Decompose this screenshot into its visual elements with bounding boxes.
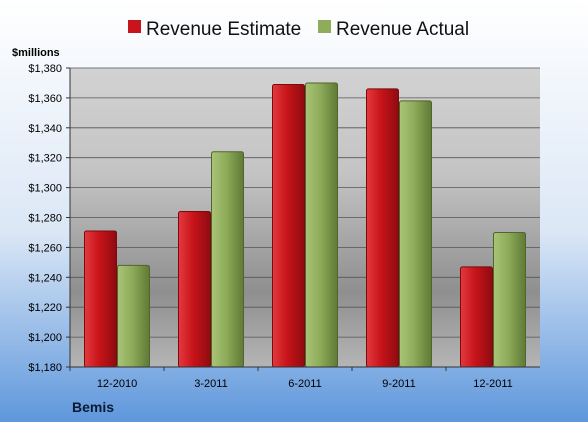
bar-revenue-actual-3-2011 (211, 151, 244, 368)
bar-revenue-actual-6-2011 (305, 82, 338, 368)
bar-revenue-estimate-12-2010 (84, 230, 117, 368)
y-tick-label: $1,300 (28, 183, 62, 195)
legend-label-revenue-actual: Revenue Actual (336, 19, 469, 40)
legend-swatch-revenue-estimate (128, 20, 141, 33)
y-tick-label: $1,260 (28, 242, 62, 254)
company-name: Bemis (72, 399, 114, 415)
y-tick-label: $1,360 (28, 93, 62, 105)
x-tick-label: 9-2011 (382, 378, 415, 390)
y-tick-label: $1,280 (28, 213, 62, 225)
bar-revenue-actual-9-2011 (399, 100, 432, 368)
legend-swatch-revenue-actual (318, 20, 331, 33)
bar-revenue-estimate-6-2011 (272, 83, 305, 368)
x-tick-label: 3-2011 (194, 378, 227, 390)
bar-revenue-actual-12-2011 (493, 231, 526, 368)
bar-revenue-estimate-12-2011 (460, 266, 493, 368)
x-tick-label: 6-2011 (288, 378, 321, 390)
y-tick-label: $1,240 (28, 272, 62, 284)
legend-label-revenue-estimate: Revenue Estimate (146, 19, 301, 40)
legend: Revenue Estimate Revenue Actual (128, 19, 469, 40)
bar-revenue-estimate-9-2011 (366, 88, 399, 368)
x-tick-label: 12-2011 (473, 378, 513, 390)
y-tick-label: $1,200 (28, 332, 62, 344)
x-axis: 12-2010 3-2011 6-2011 9-2011 12-2011 (69, 366, 540, 390)
y-axis-unit-label: $millions (12, 47, 60, 59)
x-tick-label: 12-2010 (97, 378, 137, 390)
y-axis: $1,180 $1,200 $1,220 $1,240 $1,260 $1,280 $1,3… (28, 63, 71, 374)
y-tick-label: $1,320 (28, 153, 62, 165)
y-tick-label: $1,340 (28, 123, 62, 135)
y-tick-label: $1,380 (28, 63, 62, 75)
y-tick-label: $1,220 (28, 302, 62, 314)
bar-revenue-actual-12-2010 (117, 264, 150, 368)
y-tick-label: $1,180 (28, 362, 62, 374)
bar-revenue-estimate-3-2011 (178, 211, 211, 368)
